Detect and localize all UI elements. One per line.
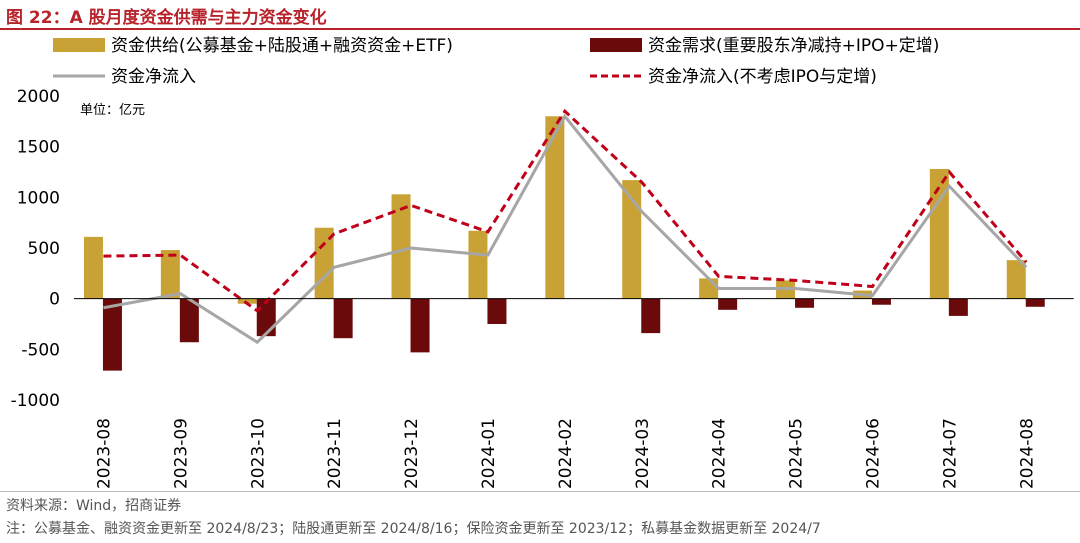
x-tick-label: 2024-04 [710,418,730,489]
bar-supply [83,236,103,299]
x-tick-label: 2023-12 [402,418,422,489]
y-tick-label: 500 [28,239,60,259]
bar-supply [1006,260,1026,299]
bar-demand [487,298,507,324]
bar-supply [622,180,642,299]
line-net-excl [103,108,1028,313]
y-axis: 2000 1500 1000 500 0 -500 -1000 [11,87,60,411]
legend-label-net-excl: 资金净流入(不考虑IPO与定增) [648,67,877,87]
source-note: 资料来源：Wind，招商证券 [6,498,182,514]
bar-supply [160,250,180,299]
bar-demand [256,298,276,337]
footnote: 注：公募基金、融资资金更新至 2024/8/23；陆股通更新至 2024/8/1… [6,521,821,537]
bar-supply [699,278,719,299]
line-series [103,108,1028,345]
bar-series [83,116,1045,371]
bar-supply [391,194,411,299]
chart-svg: 资金供给(公募基金+陆股通+融资资金+ETF) 资金需求(重要股东净减持+IPO… [11,36,1074,489]
y-tick-label: 2000 [17,87,60,107]
x-tick-label: 2024-08 [1017,418,1037,489]
bar-demand [641,298,661,334]
line-net [103,113,1028,345]
x-tick-label: 2024-05 [787,418,807,489]
bar-supply [929,168,949,299]
figure-title: 图 22：A 股月度资金供需与主力资金变化 [6,8,327,28]
y-tick-label: 0 [49,290,60,310]
bar-demand [795,298,815,308]
bar-demand [102,298,122,371]
y-tick-label: -1000 [11,391,60,411]
y-tick-label: -500 [21,340,60,360]
title-divider [0,28,1080,30]
legend-swatch-supply [53,38,105,52]
x-tick-label: 2024-01 [479,418,499,489]
bar-demand [410,298,430,353]
y-tick-label: 1000 [17,188,60,208]
x-tick-label: 2024-02 [556,418,576,489]
bar-demand [333,298,353,339]
bar-demand [948,298,968,316]
chart-legend: 资金供给(公募基金+陆股通+融资资金+ETF) 资金需求(重要股东净减持+IPO… [53,36,939,87]
bar-supply [468,230,488,299]
x-tick-label: 2023-11 [325,418,345,489]
bar-demand [871,298,891,305]
x-tick-label: 2023-09 [171,418,191,489]
legend-label-demand: 资金需求(重要股东净减持+IPO+定增) [648,36,939,56]
bar-demand [718,298,738,310]
x-axis: 2023-08 2023-09 2023-10 2023-11 2023-12 2024-… [74,298,1074,489]
x-tick-label: 2024-06 [863,418,883,489]
footer-divider [0,491,1080,492]
legend-label-net: 资金净流入 [111,67,196,87]
x-tick-label: 2023-08 [94,418,114,489]
bar-supply [237,298,257,304]
bar-demand [179,298,199,343]
x-tick-label: 2023-10 [248,418,268,489]
bar-supply [545,116,565,299]
x-tick-label: 2024-03 [633,418,653,489]
unit-label: 单位：亿元 [80,103,145,118]
bar-demand [1025,298,1045,307]
x-tick-label: 2024-07 [940,418,960,489]
legend-swatch-demand [590,38,642,52]
legend-label-supply: 资金供给(公募基金+陆股通+融资资金+ETF) [111,36,453,56]
y-tick-label: 1500 [17,138,60,158]
